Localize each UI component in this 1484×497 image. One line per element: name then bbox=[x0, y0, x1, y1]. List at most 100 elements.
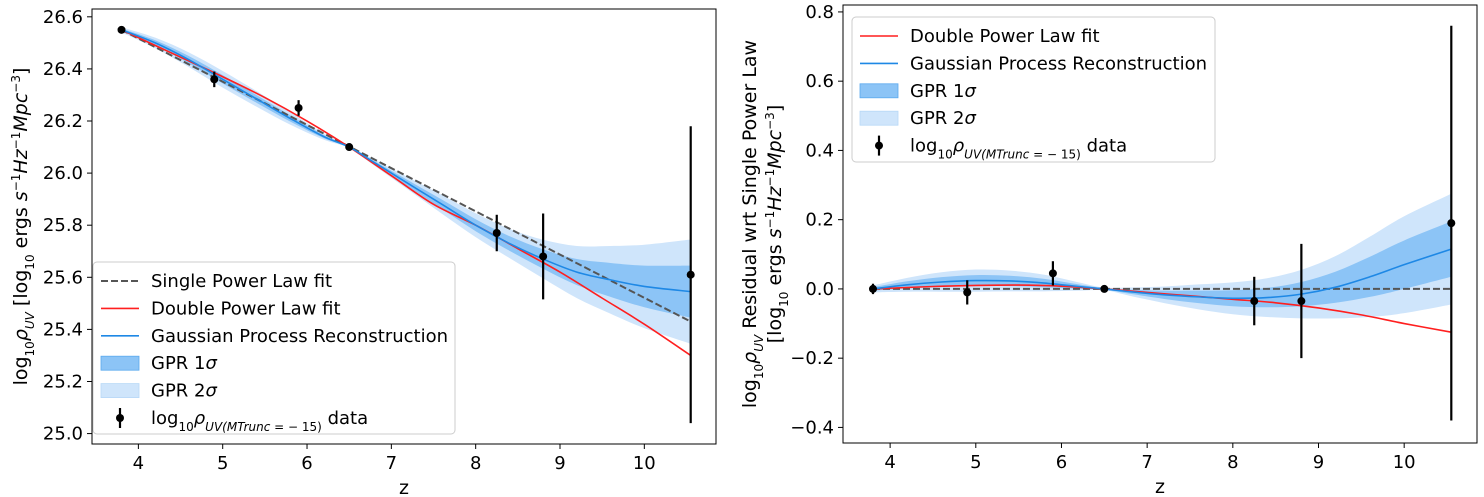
data-marker bbox=[1048, 269, 1057, 278]
y-label-part: 10 bbox=[752, 364, 766, 379]
legend-entry: GPR 1σ bbox=[100, 353, 217, 374]
y-label-part: −1 bbox=[763, 169, 777, 187]
data-point bbox=[1447, 25, 1456, 421]
legend-entry: GPR 1σ bbox=[859, 81, 976, 102]
y-axis-label-line1: log10ρUV Residual wrt Single Power Law bbox=[739, 40, 766, 408]
x-tick-label: 7 bbox=[1141, 452, 1152, 473]
x-tick-label: 10 bbox=[1393, 452, 1416, 473]
plot-area bbox=[117, 25, 695, 424]
y-label-part: s bbox=[764, 228, 786, 238]
x-axis-label: z bbox=[399, 477, 409, 497]
data-point bbox=[1250, 276, 1259, 326]
y-label-part: s bbox=[10, 191, 32, 201]
legend-sigma: σ bbox=[964, 108, 976, 129]
legend-label: GPR 1σ bbox=[910, 81, 976, 102]
y-tick-label: 26.4 bbox=[43, 59, 83, 80]
left-panel-residual-free-plot: 4 5 6 7 8 9 10 25.0 25.2 25.4 25.6 25.8 26.0 26.2 26.4… bbox=[9, 7, 717, 497]
x-tick-label: 4 bbox=[884, 452, 895, 473]
legend-label: Double Power Law fit bbox=[910, 26, 1100, 47]
x-tick-label: 7 bbox=[386, 453, 397, 474]
legend-swatch-gpr-2sigma bbox=[859, 110, 899, 126]
gpr-1sigma-band bbox=[121, 28, 691, 318]
data-point bbox=[294, 100, 303, 116]
legend-entry: Gaussian Process Reconstruction bbox=[860, 53, 1207, 74]
gpr-mean-line bbox=[872, 248, 1452, 300]
legend-entry: Double Power Law fit bbox=[101, 298, 341, 319]
y-tick-label: 25.8 bbox=[43, 215, 83, 236]
legend-swatch-gpr-2sigma bbox=[100, 383, 140, 399]
y-label-part: −1 bbox=[9, 132, 23, 150]
y-tick-label: 0.0 bbox=[805, 279, 834, 300]
data-marker bbox=[492, 229, 501, 238]
y-tick-label: 26.2 bbox=[43, 111, 83, 132]
legend-swatch-marker bbox=[875, 141, 883, 150]
y-label-part: −1 bbox=[763, 211, 777, 229]
legend-label: Single Power Law fit bbox=[151, 271, 332, 292]
legend-label: Gaussian Process Reconstruction bbox=[910, 53, 1207, 74]
data-point bbox=[1048, 261, 1057, 286]
legend-sigma: σ bbox=[964, 81, 976, 102]
y-label-part: ] bbox=[10, 68, 32, 75]
y-label-part: 10 bbox=[777, 292, 791, 307]
data-marker bbox=[963, 288, 972, 297]
legend-entry: Double Power Law fit bbox=[860, 26, 1100, 47]
x-tick-label: 9 bbox=[554, 453, 565, 474]
y-label-part: −3 bbox=[9, 75, 23, 93]
legend-gpr: GPR 2 bbox=[910, 108, 964, 129]
data-point bbox=[117, 25, 126, 34]
x-tick-label: 8 bbox=[1227, 452, 1238, 473]
plot-area bbox=[868, 25, 1456, 421]
data-marker bbox=[1100, 284, 1109, 293]
data-point bbox=[345, 143, 354, 152]
y-label-part: −1 bbox=[9, 174, 23, 192]
data-marker bbox=[294, 103, 303, 112]
x-tick-label: 5 bbox=[970, 452, 981, 473]
y-label-part: Mpc bbox=[10, 92, 32, 131]
legend-log: log bbox=[910, 136, 937, 157]
y-tick-label: 25.2 bbox=[43, 371, 83, 392]
data-point bbox=[1100, 284, 1109, 293]
legend-log: log bbox=[151, 408, 178, 429]
legend-entry: log10ρUV(MTrunc = − 15) data bbox=[116, 408, 368, 434]
y-tick-label: 0.6 bbox=[805, 71, 834, 92]
legend-sub-value: = − 15) bbox=[1029, 148, 1081, 162]
legend: Single Power Law fit Double Power Law fit… bbox=[92, 261, 456, 435]
y-tick-label: 25.0 bbox=[43, 424, 83, 445]
y-label-part: [log bbox=[764, 307, 786, 343]
y-tick-label: 26.6 bbox=[43, 7, 83, 28]
axes-frame bbox=[91, 8, 717, 445]
data-marker bbox=[1447, 219, 1456, 228]
data-point bbox=[963, 280, 972, 305]
legend-sub-trunc: Trunc bbox=[237, 420, 271, 434]
legend-label: Double Power Law fit bbox=[151, 298, 341, 319]
x-tick-label: 6 bbox=[301, 453, 312, 474]
legend-rho: ρ bbox=[953, 136, 965, 157]
legend-sub-10: 10 bbox=[937, 148, 952, 162]
y-label-part: ρ bbox=[739, 352, 761, 364]
y-label-part: ρ bbox=[10, 329, 32, 341]
y-label-part: −3 bbox=[763, 112, 777, 130]
y-label-part: ] bbox=[764, 105, 786, 112]
y-label-part: 10 bbox=[23, 254, 37, 269]
double-power-law-line bbox=[872, 284, 1452, 333]
legend-frame bbox=[851, 16, 1216, 163]
legend-label: Gaussian Process Reconstruction bbox=[151, 326, 448, 347]
legend: Double Power Law fit Gaussian Process Rec… bbox=[851, 16, 1216, 163]
x-axis-label: z bbox=[1155, 476, 1165, 497]
y-label-part: log bbox=[739, 379, 761, 408]
axes-frame bbox=[842, 4, 1478, 444]
x-tick-label: 9 bbox=[1313, 452, 1324, 473]
y-label-part: UV bbox=[752, 334, 766, 352]
legend-swatch-gpr-1sigma bbox=[859, 83, 899, 99]
data-marker bbox=[1250, 297, 1259, 306]
legend-entry: Single Power Law fit bbox=[101, 271, 332, 292]
data-marker bbox=[686, 270, 695, 279]
x-tick-label: 4 bbox=[133, 453, 144, 474]
y-tick-label: 0.2 bbox=[805, 210, 834, 231]
legend-sub-trunc: Trunc bbox=[996, 148, 1030, 162]
legend-sub-value: = − 15) bbox=[270, 420, 322, 434]
data-point bbox=[868, 283, 877, 295]
y-label-part: Residual wrt Single Power Law bbox=[739, 40, 761, 335]
legend-sub-uv: UV(M bbox=[205, 420, 238, 434]
